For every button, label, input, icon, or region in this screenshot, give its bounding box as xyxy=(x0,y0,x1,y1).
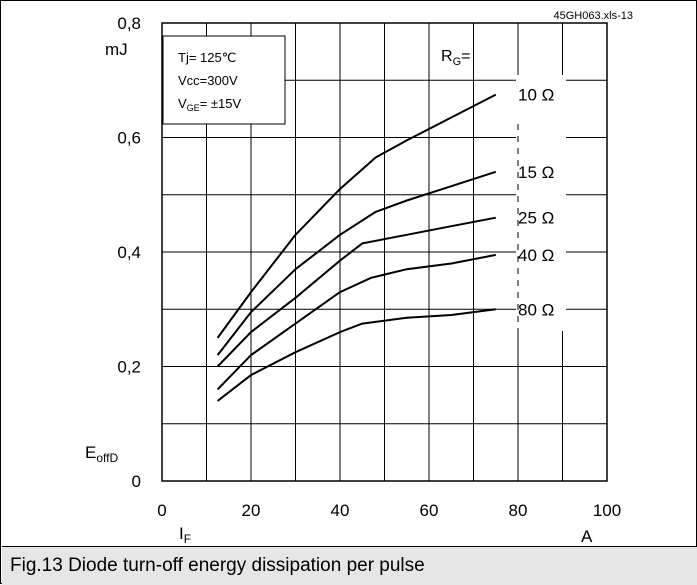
x-tick-label: 60 xyxy=(420,501,439,520)
x-tick-label: 0 xyxy=(157,501,166,520)
condition-supply-voltage: Vcc=300V xyxy=(178,73,238,88)
conditions-box: Tj= 125℃ Vcc=300V VGE= ±15V xyxy=(162,35,286,125)
x-tick-label: 100 xyxy=(593,501,621,520)
series-label: 80 Ω xyxy=(518,300,554,319)
series-line xyxy=(216,308,496,402)
series-label: 25 Ω xyxy=(518,209,554,228)
figure-caption: Fig.13 Diode turn-off energy dissipation… xyxy=(10,555,425,576)
y-tick-label: 0 xyxy=(132,472,141,491)
x-tick-label: 80 xyxy=(509,501,528,520)
condition-junction-temp: Tj= 125℃ xyxy=(178,50,236,65)
y-tick-label: 0,8 xyxy=(117,14,141,33)
series-label: 10 Ω xyxy=(518,86,554,105)
chart-series: 10 Ω 15 Ω 25 Ω 40 Ω 80 Ω xyxy=(216,86,554,402)
y-axis-unit: mJ xyxy=(105,40,128,59)
series-label: 40 Ω xyxy=(518,246,554,265)
series-label: 15 Ω xyxy=(518,163,554,182)
gate-resistance-label: RG= xyxy=(441,48,470,68)
condition-gate-voltage: VGE= ±15V xyxy=(178,96,241,113)
y-tick-label: 0,4 xyxy=(117,243,141,262)
series-line xyxy=(216,216,496,368)
series-label-backgrounds xyxy=(516,75,566,334)
chart: 10 Ω 15 Ω 25 Ω 40 Ω 80 Ω 0 0,2 0,4 0,6 0,8 0 20 40 6… xyxy=(85,10,634,546)
plot-area-border xyxy=(161,22,608,482)
x-tick-label: 40 xyxy=(331,501,350,520)
y-tick-label: 0,2 xyxy=(117,358,141,377)
series-line xyxy=(216,253,496,391)
y-axis-symbol: EoffD xyxy=(85,443,118,465)
file-tag: 45GH063.xls-13 xyxy=(554,10,634,22)
series-line xyxy=(216,170,497,356)
caption-bar: Fig.13 Diode turn-off energy dissipation… xyxy=(2,546,697,585)
series-line xyxy=(216,93,497,339)
svg-text:RG=: RG= xyxy=(441,48,470,68)
legend-background xyxy=(516,75,566,331)
axis-tick-labels: 0 0,2 0,4 0,6 0,8 0 20 40 60 80 100 xyxy=(117,14,621,520)
x-tick-label: 20 xyxy=(242,501,261,520)
svg-text:IF: IF xyxy=(179,524,191,546)
svg-text:EoffD: EoffD xyxy=(85,443,118,465)
x-axis-unit: A xyxy=(581,527,593,546)
y-tick-label: 0,6 xyxy=(117,129,141,148)
x-axis-symbol: IF xyxy=(179,524,191,546)
